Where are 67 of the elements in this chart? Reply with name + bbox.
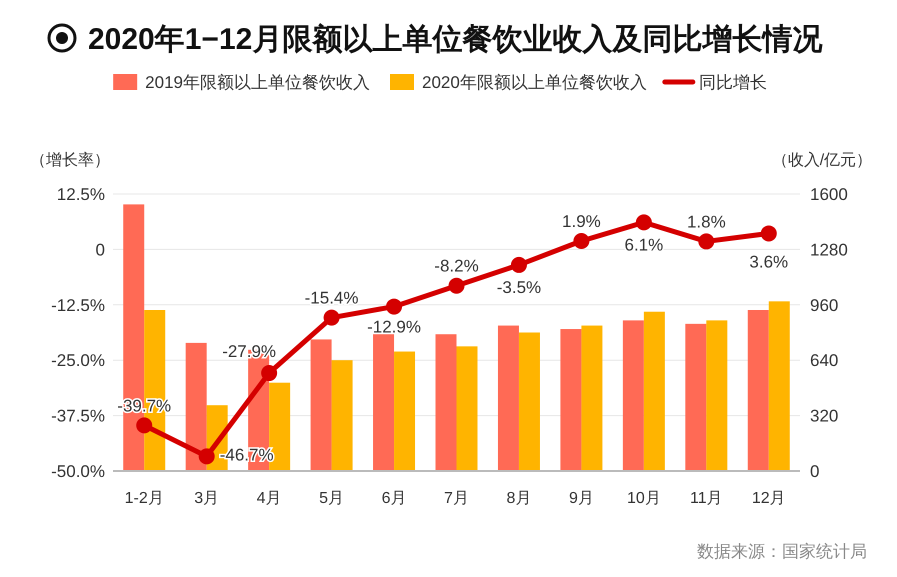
y2-tick-label: 1600 <box>810 185 848 204</box>
point <box>760 225 777 242</box>
bar <box>456 346 478 471</box>
bar <box>332 360 353 471</box>
data-label: -27.9% <box>222 342 276 362</box>
source-note: 数据来源：国家统计局 <box>697 542 867 561</box>
x-tick-label: 5月 <box>319 490 344 507</box>
data-label: -15.4% <box>304 288 359 308</box>
y2-tick-label: 320 <box>810 406 838 426</box>
bar <box>518 332 540 471</box>
y2-tick-label: 960 <box>810 296 838 315</box>
data-label: 6.1% <box>624 235 664 254</box>
bar <box>581 326 602 471</box>
bar <box>560 329 582 471</box>
point <box>261 365 278 382</box>
y2-tick-label: 0 <box>810 462 820 481</box>
point <box>324 310 340 326</box>
y-tick-label: 12.5% <box>56 185 105 204</box>
bar <box>436 334 456 471</box>
point <box>448 278 464 294</box>
y-axis-title: （增长率） <box>30 151 110 169</box>
point <box>386 298 402 315</box>
y2-axis-title: （收入/亿元） <box>772 151 872 169</box>
data-label: 1.9% <box>562 212 601 231</box>
x-tick-label: 11月 <box>690 490 723 507</box>
bar <box>310 339 332 471</box>
bar <box>186 342 207 471</box>
x-tick-label: 1-2月 <box>124 490 164 507</box>
bar <box>685 324 706 471</box>
bar <box>768 301 790 471</box>
y-tick-label: -50.0% <box>51 462 105 481</box>
bar <box>706 320 728 471</box>
y-tick-label: -25.0% <box>51 351 105 370</box>
bar <box>622 320 644 471</box>
y2-tick-label: 640 <box>810 351 838 370</box>
legend-label: 2019年限额以上单位餐饮收入 <box>145 73 370 92</box>
point <box>698 233 714 250</box>
legend-label: 2020年限额以上单位餐饮收入 <box>422 73 647 92</box>
bar <box>498 326 519 471</box>
point <box>198 448 215 464</box>
data-label: 3.6% <box>749 252 788 272</box>
legend-label: 同比增长 <box>698 73 767 92</box>
data-label: -3.5% <box>496 278 542 297</box>
x-tick-label: 6月 <box>382 490 406 507</box>
x-tick-label: 10月 <box>626 490 661 507</box>
x-tick-label: 9月 <box>568 490 594 507</box>
y2-tick-label: 1280 <box>810 240 848 260</box>
x-tick-label: 7月 <box>444 490 469 507</box>
bar <box>748 310 769 471</box>
bar <box>373 334 394 471</box>
y-tick-label: -12.5% <box>51 296 105 315</box>
point <box>636 214 652 230</box>
x-tick-label: 8月 <box>506 490 532 507</box>
y-tick-label: -37.5% <box>51 406 105 426</box>
x-tick-label: 4月 <box>256 490 282 507</box>
bar <box>644 312 665 471</box>
y-tick-label: 0 <box>96 240 105 260</box>
data-label: 1.8% <box>686 212 726 232</box>
data-label: -8.2% <box>434 256 479 276</box>
point <box>573 232 590 249</box>
x-tick-label: 12月 <box>752 490 786 507</box>
point <box>510 256 527 273</box>
point <box>136 417 152 434</box>
data-label: -12.9% <box>367 318 421 337</box>
x-tick-label: 3月 <box>194 490 220 507</box>
chart-title: 2020年1−12月限额以上单位餐饮业收入及同比增长情况 <box>88 22 824 56</box>
bar <box>394 352 416 471</box>
